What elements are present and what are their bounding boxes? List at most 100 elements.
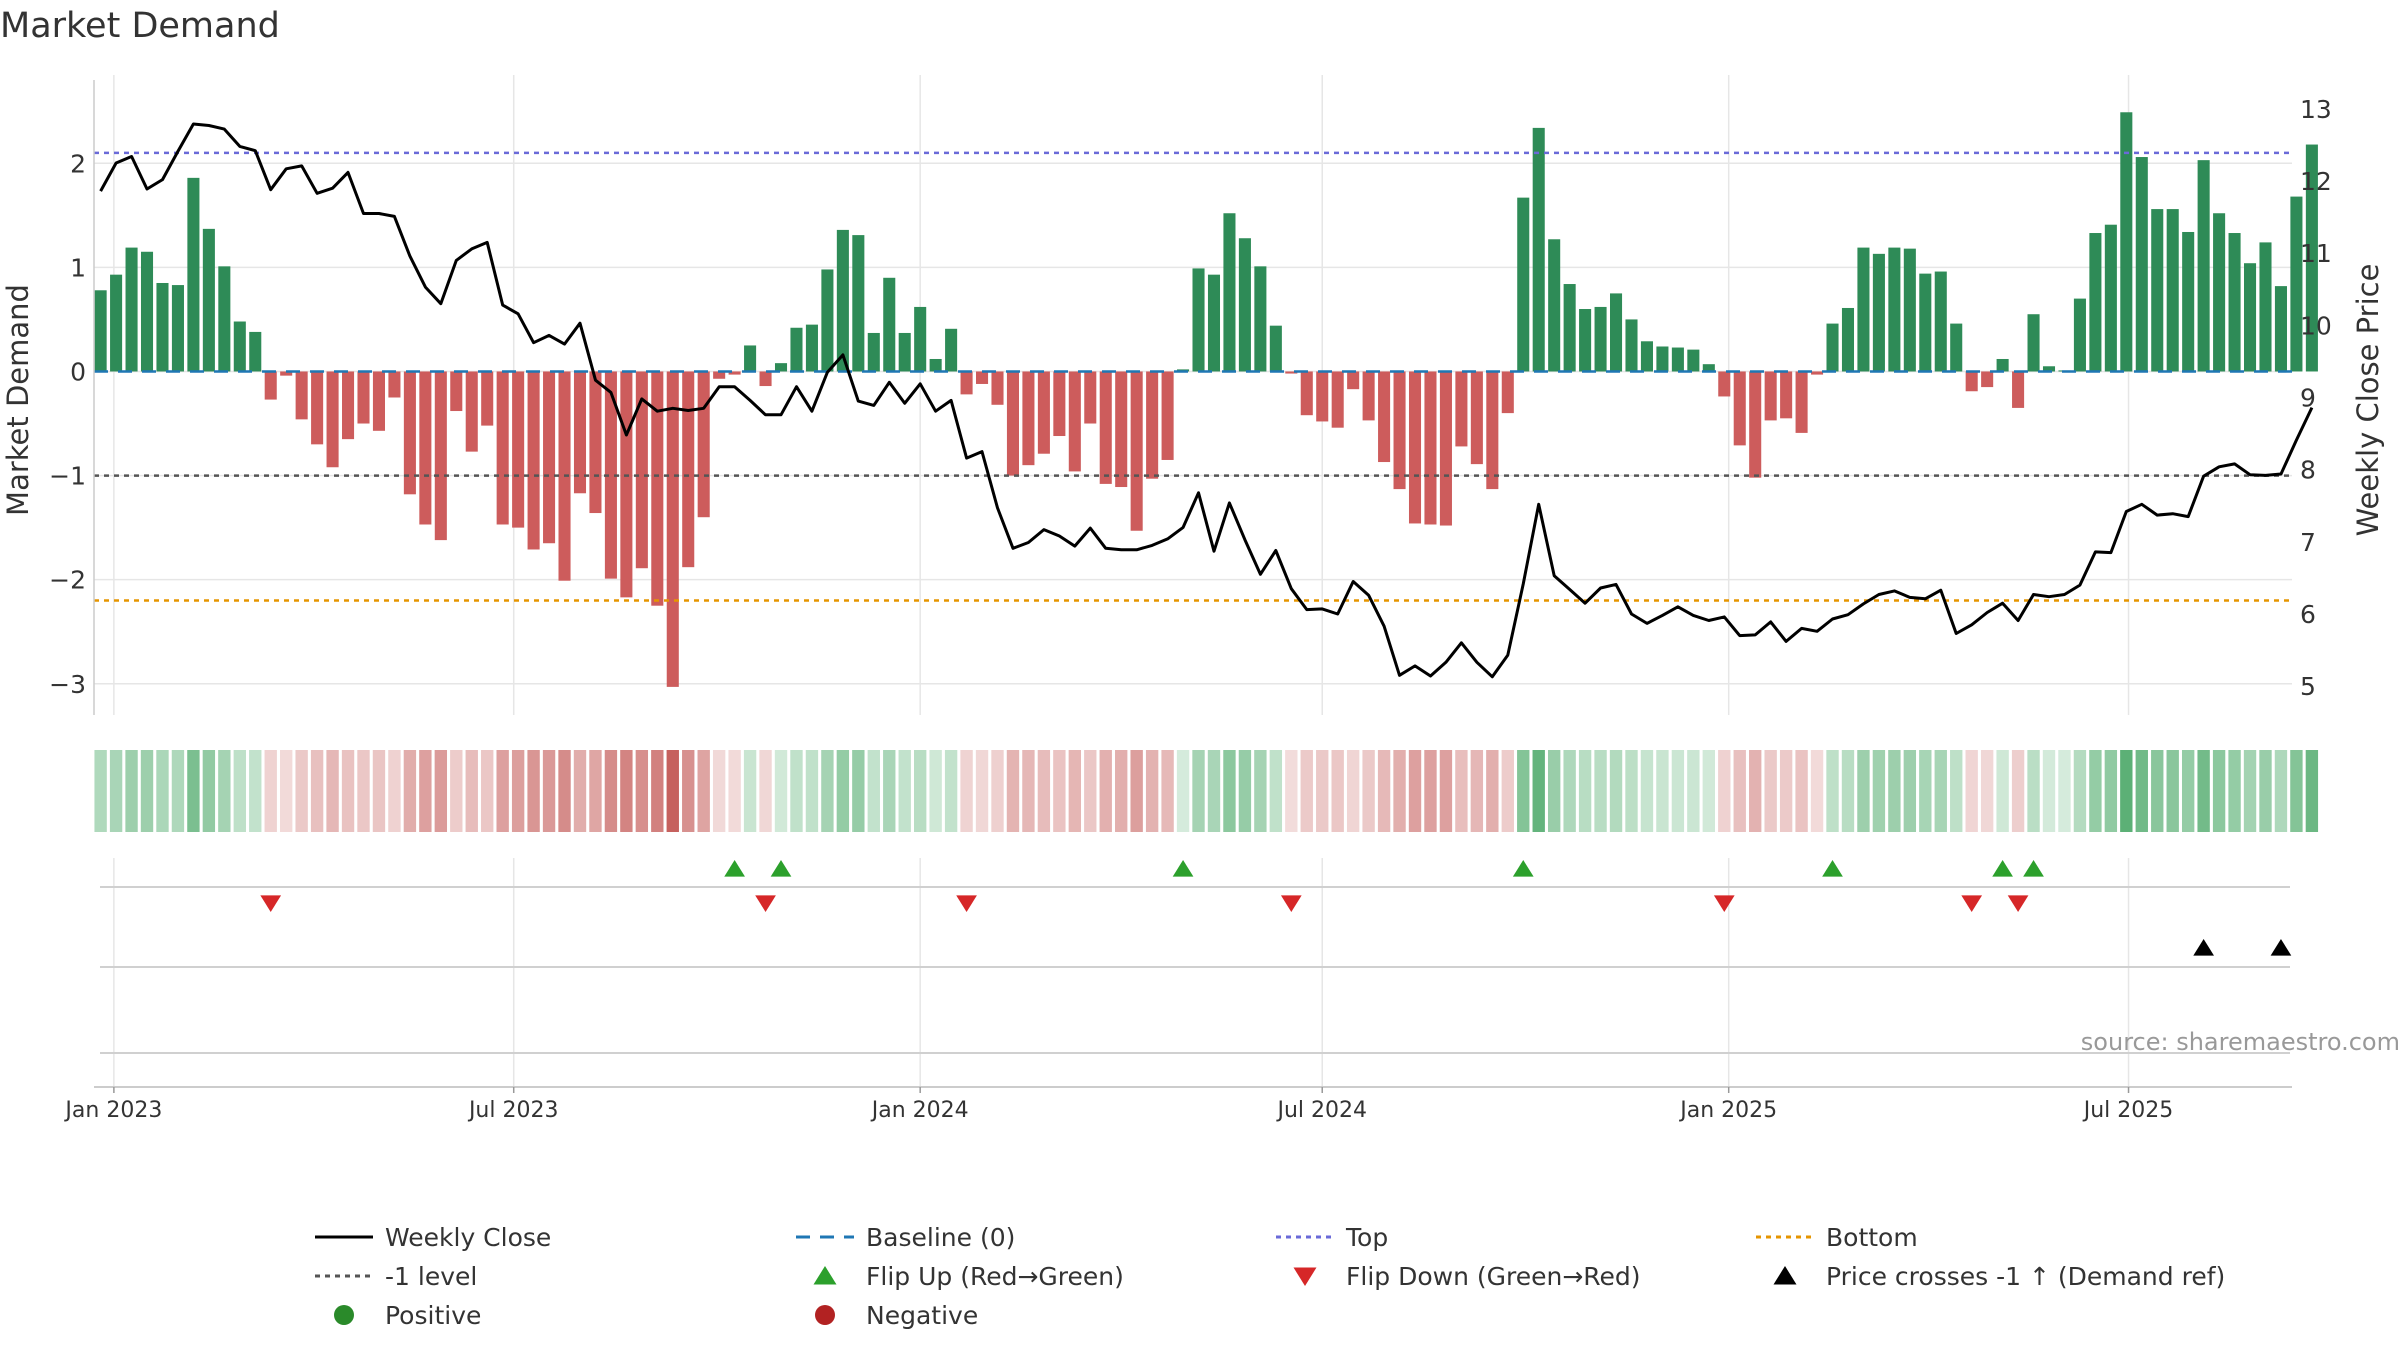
heat-cell — [1609, 750, 1623, 832]
heat-cell — [589, 750, 602, 832]
demand-bar-positive — [2104, 224, 2117, 372]
demand-bar-negative — [264, 371, 277, 400]
right-tick-label: 10 — [2300, 311, 2332, 340]
demand-bar-positive — [2182, 231, 2195, 372]
source-note: source: sharemaestro.com — [2081, 1028, 2400, 1056]
legend-label: Negative — [866, 1301, 978, 1330]
heat-cell — [511, 750, 525, 832]
demand-bar-positive — [2305, 144, 2318, 372]
right-tick-label: 13 — [2300, 95, 2332, 124]
heat-cell — [1455, 750, 1468, 832]
demand-bar-negative — [372, 371, 385, 431]
heat-cell — [1346, 750, 1360, 832]
weekly-close-series — [99, 122, 2314, 679]
heat-cell — [1223, 750, 1236, 832]
demand-bar-negative — [1146, 371, 1159, 479]
demand-bar-positive — [867, 332, 880, 372]
demand-bar-positive — [1671, 347, 1684, 372]
demand-bar-negative — [604, 371, 617, 579]
demand-bar-positive — [945, 328, 958, 372]
demand-bar-positive — [156, 282, 169, 372]
demand-bar-positive — [1857, 247, 1870, 372]
demand-bar-positive — [2197, 160, 2210, 372]
heat-cell — [867, 750, 880, 832]
heat-cell — [2305, 750, 2319, 832]
demand-bar-positive — [1563, 284, 1576, 372]
heat-cell — [1841, 750, 1855, 832]
demand-bar-positive — [1919, 273, 1932, 372]
demand-bar-negative — [543, 371, 556, 544]
demand-bar-negative — [1006, 371, 1019, 476]
heat-cell — [620, 750, 633, 832]
demand-bar-positive — [1254, 266, 1267, 372]
demand-bar-negative — [450, 371, 463, 412]
demand-bar-positive — [187, 177, 200, 372]
heat-cell — [527, 750, 540, 832]
demand-bar-positive — [1826, 323, 1839, 372]
demand-bar-positive — [774, 363, 788, 372]
price-cross-marker — [2193, 939, 2214, 956]
demand-bar-negative — [1161, 371, 1174, 460]
demand-bar-negative — [311, 371, 324, 445]
heat-cell — [944, 750, 958, 832]
demand-bar-positive — [2213, 213, 2226, 372]
heat-cell — [604, 750, 618, 832]
heat-cell — [1795, 750, 1808, 832]
flip-down-marker — [1961, 895, 1983, 912]
heat-cell — [1207, 750, 1221, 832]
demand-bar-positive — [2120, 112, 2133, 372]
demand-bar-positive — [1903, 248, 1916, 372]
demand-bar-negative — [1285, 371, 1298, 374]
demand-bar-negative — [295, 371, 308, 420]
flip-down-marker — [1713, 895, 1735, 912]
heat-cell — [419, 750, 432, 832]
demand-bar-negative — [1022, 371, 1035, 466]
heat-cell — [929, 750, 942, 832]
heat-cell — [558, 750, 571, 832]
heat-cell — [913, 750, 927, 832]
heat-cell — [1408, 750, 1422, 832]
heat-cell — [635, 750, 649, 832]
heat-cell — [728, 750, 741, 832]
demand-bar-negative — [1347, 371, 1360, 390]
demand-bar-negative — [1486, 371, 1499, 490]
demand-bar-negative — [1455, 371, 1468, 447]
heat-cell — [465, 750, 478, 832]
heat-cell — [1377, 750, 1391, 832]
demand-bar-positive — [1610, 293, 1623, 372]
heat-cell — [1919, 750, 1932, 832]
demand-bar-negative — [1780, 371, 1793, 419]
reference-lines — [94, 151, 2292, 602]
demand-bar-positive — [2089, 233, 2102, 372]
demand-bar-negative — [991, 371, 1004, 405]
heat-cell — [1501, 750, 1514, 832]
heat-cell — [2151, 750, 2164, 832]
demand-bar-negative — [713, 371, 726, 379]
heat-cell — [1439, 750, 1453, 832]
date-tick-label: Jul 2024 — [1275, 1098, 1367, 1123]
heat-cell — [2042, 750, 2056, 832]
flip-up-marker — [1512, 860, 1534, 877]
right-axis-label: Weekly Close Price — [2351, 264, 2385, 537]
demand-bar-positive — [2166, 209, 2179, 372]
date-tick-label: Jul 2023 — [467, 1098, 559, 1123]
right-tick-label: 12 — [2300, 167, 2332, 196]
heat-cell — [280, 750, 293, 832]
heat-cell — [1687, 750, 1700, 832]
demand-bar-negative — [1408, 371, 1422, 524]
demand-bar-negative — [1764, 371, 1777, 421]
demand-bar-positive — [898, 332, 911, 372]
heat-cell — [2104, 750, 2118, 832]
demand-bar-positive — [1548, 239, 1561, 372]
demand-bar-positive — [2042, 366, 2056, 372]
demand-bar-negative — [728, 371, 741, 375]
demand-bar-positive — [744, 345, 757, 372]
demand-bar-positive — [2228, 233, 2241, 372]
demand-bar-negative — [1718, 371, 1731, 397]
right-tick-label: 9 — [2300, 384, 2316, 413]
demand-bar-negative — [2012, 371, 2025, 408]
demand-heat-strip — [94, 750, 2319, 832]
demand-bar-negative — [419, 371, 432, 525]
heat-cell — [2181, 750, 2195, 832]
